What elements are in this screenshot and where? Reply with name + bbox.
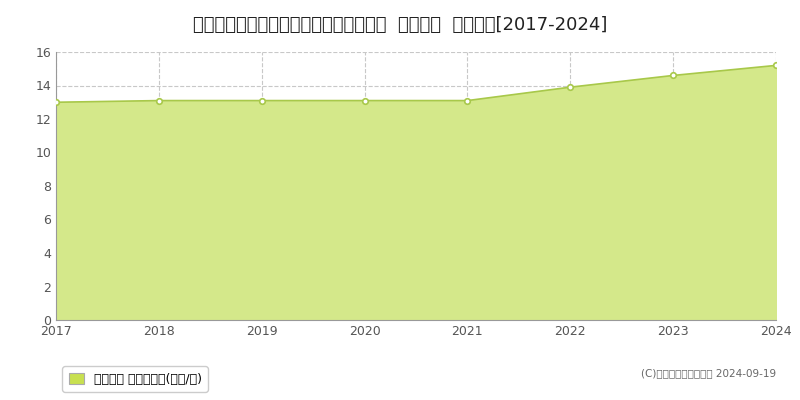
Legend: 基準地価 平均坪単価(万円/坪): 基準地価 平均坪単価(万円/坪) [62, 366, 208, 392]
Text: 宮城県富谷市ひより台２丁目３５番１４  基準地価  地価推移[2017-2024]: 宮城県富谷市ひより台２丁目３５番１４ 基準地価 地価推移[2017-2024] [193, 16, 607, 34]
Text: (C)土地価格ドットコム 2024-09-19: (C)土地価格ドットコム 2024-09-19 [641, 368, 776, 378]
